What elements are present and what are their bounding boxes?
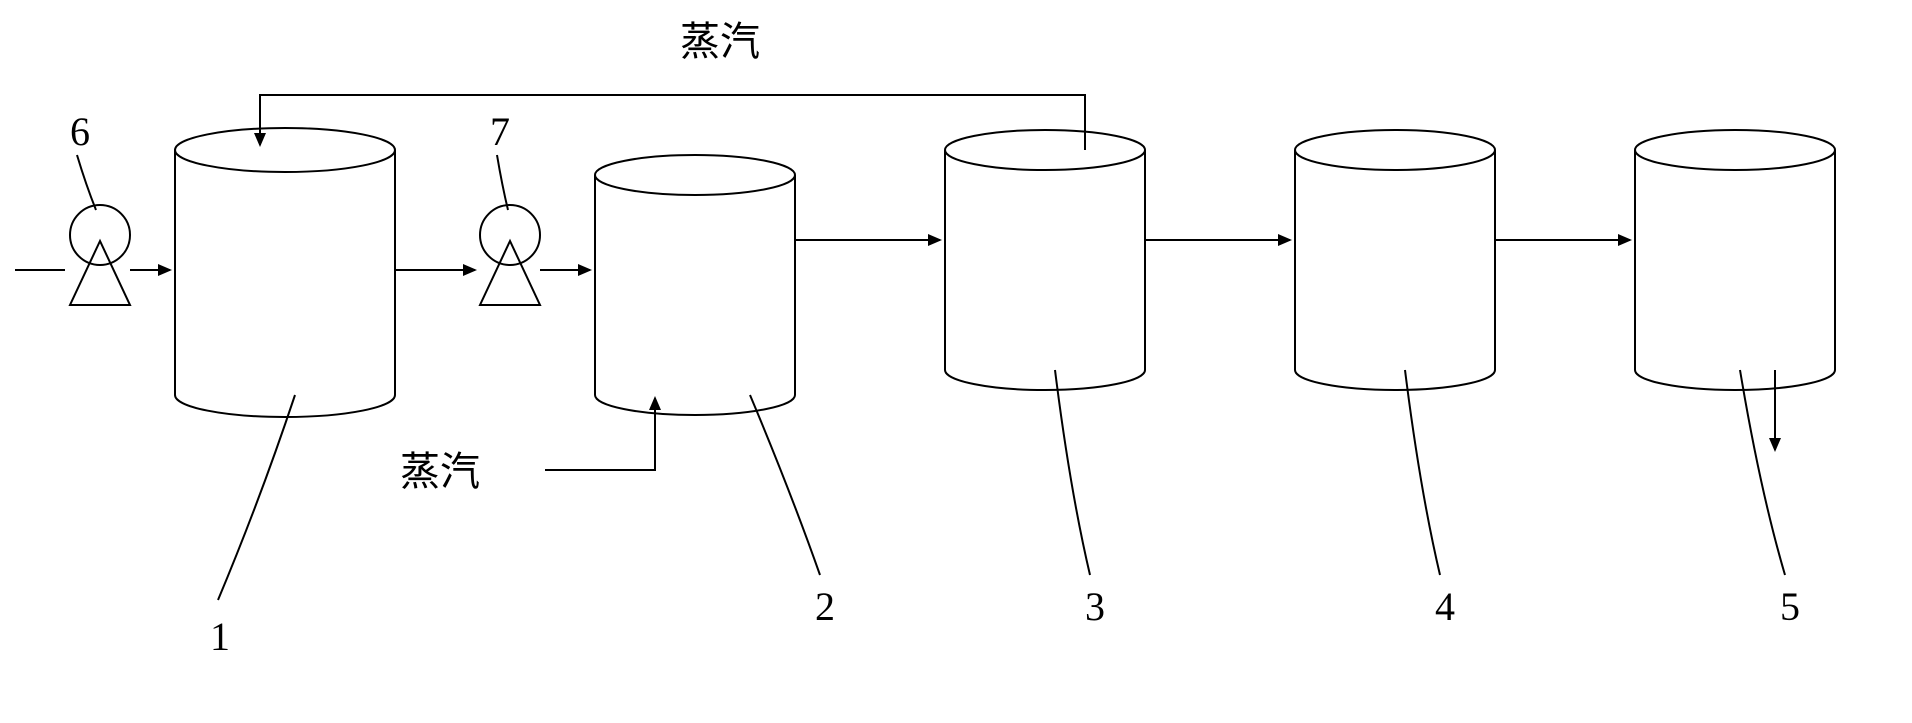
leader-line-6 (77, 155, 96, 210)
pump-p7 (480, 205, 540, 305)
pump-p6 (70, 205, 130, 305)
leader-line-2 (750, 395, 820, 575)
leader-line-4 (1405, 370, 1440, 575)
tank-t3 (945, 130, 1145, 390)
process-flow-diagram: 1234567 蒸汽蒸汽 (0, 0, 1912, 723)
label-steam-top: 蒸汽 (680, 19, 760, 64)
connector-steam_bot_line (545, 398, 655, 470)
component-number-2: 2 (815, 584, 835, 629)
component-number-7: 7 (490, 109, 510, 154)
leader-line-3 (1055, 370, 1090, 575)
label-steam-bottom: 蒸汽 (400, 449, 480, 494)
component-number-4: 4 (1435, 584, 1455, 629)
tank-t5 (1635, 130, 1835, 390)
component-number-5: 5 (1780, 584, 1800, 629)
leader-line-7 (497, 155, 508, 210)
component-number-3: 3 (1085, 584, 1105, 629)
tank-t4 (1295, 130, 1495, 390)
tank-t2 (595, 155, 795, 415)
component-number-6: 6 (70, 109, 90, 154)
leader-line-5 (1740, 370, 1785, 575)
component-number-1: 1 (210, 614, 230, 659)
leader-line-1 (218, 395, 295, 600)
tank-t1 (175, 128, 395, 417)
connector-steam_top_line (260, 95, 1085, 150)
